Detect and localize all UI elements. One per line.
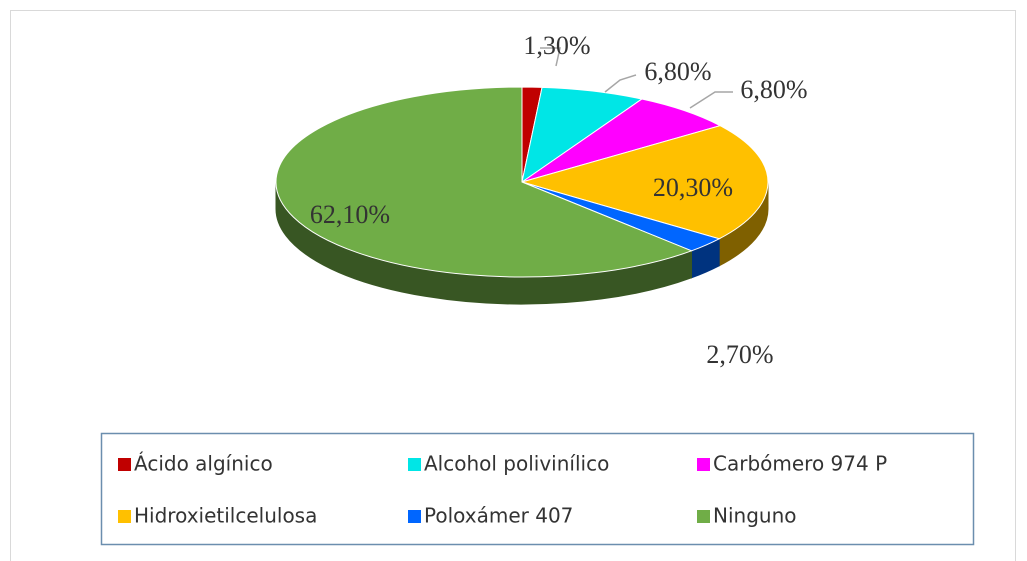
legend-box (100, 432, 975, 546)
value-label: 6,80% (644, 57, 711, 86)
pie-slice (520, 125, 769, 240)
leader-lines (540, 47, 733, 109)
legend-label: Hidroxietilcelulosa (134, 504, 317, 528)
value-label: 1,30% (523, 31, 590, 60)
legend-label: Ácido algínico (134, 452, 273, 476)
value-labels: 1,30% 6,80% 6,80% 20,30% 2,70% 62,10% (310, 31, 808, 369)
pie-slice (521, 98, 722, 183)
legend-label: Carbómero 974 P (713, 452, 887, 476)
legend-swatch (697, 458, 710, 471)
legend-swatch (408, 510, 421, 523)
leader-line (540, 47, 561, 67)
value-label: 2,70% (706, 340, 773, 369)
pie-slice (521, 86, 644, 184)
legend-label: Poloxámer 407 (424, 504, 573, 528)
legend-swatch (697, 510, 710, 523)
legend-label: Ninguno (713, 504, 796, 528)
legend-label: Alcohol polivinílico (424, 452, 609, 476)
value-label: 62,10% (310, 200, 390, 229)
legend-swatch (118, 510, 131, 523)
legend: Ácido algínico Alcohol polivinílico Carbóm… (118, 452, 887, 528)
pie-slice (275, 86, 693, 278)
leader-line (604, 74, 637, 93)
legend-swatch (118, 458, 131, 471)
value-label: 6,80% (740, 75, 807, 104)
legend-swatch (408, 458, 421, 471)
value-label: 20,30% (653, 173, 733, 202)
pie-tops (275, 86, 769, 278)
leader-line (689, 91, 733, 109)
